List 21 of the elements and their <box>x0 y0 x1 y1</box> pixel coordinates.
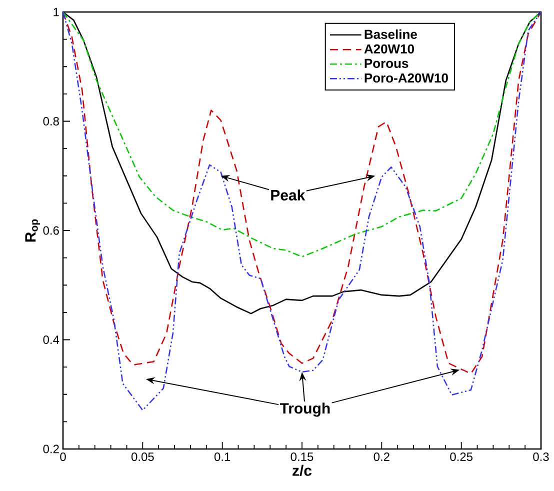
x-tick-label: 0.25 <box>450 452 472 462</box>
x-axis-title: z/c <box>292 464 312 476</box>
y-tick-label: 0.6 <box>43 226 59 235</box>
annotation: Peak <box>271 189 306 200</box>
x-tick-label: 0.05 <box>131 452 154 462</box>
legend-label: A20W10 <box>364 44 414 54</box>
legend-label: Poro-A20W10 <box>364 73 448 83</box>
x-tick-label: 0.15 <box>290 452 314 462</box>
y-tick-label: 1 <box>54 8 59 16</box>
y-tick-label: 0.2 <box>43 444 59 454</box>
annotation: Trough <box>280 402 330 417</box>
x-tick-label: 0 <box>60 452 66 462</box>
x-tick-label: 0.2 <box>374 452 390 462</box>
y-tick-label: 0.4 <box>43 336 60 344</box>
x-tick-label: 0.3 <box>533 452 549 462</box>
y-axis-title: R$_{op}$ <box>25 219 40 242</box>
line-series <box>63 12 541 258</box>
y-tick-label: 0.8 <box>43 117 59 126</box>
x-tick-label: 0.1 <box>214 452 230 462</box>
legend-label: Porous <box>364 58 408 68</box>
legend-label: Baseline <box>364 29 417 39</box>
